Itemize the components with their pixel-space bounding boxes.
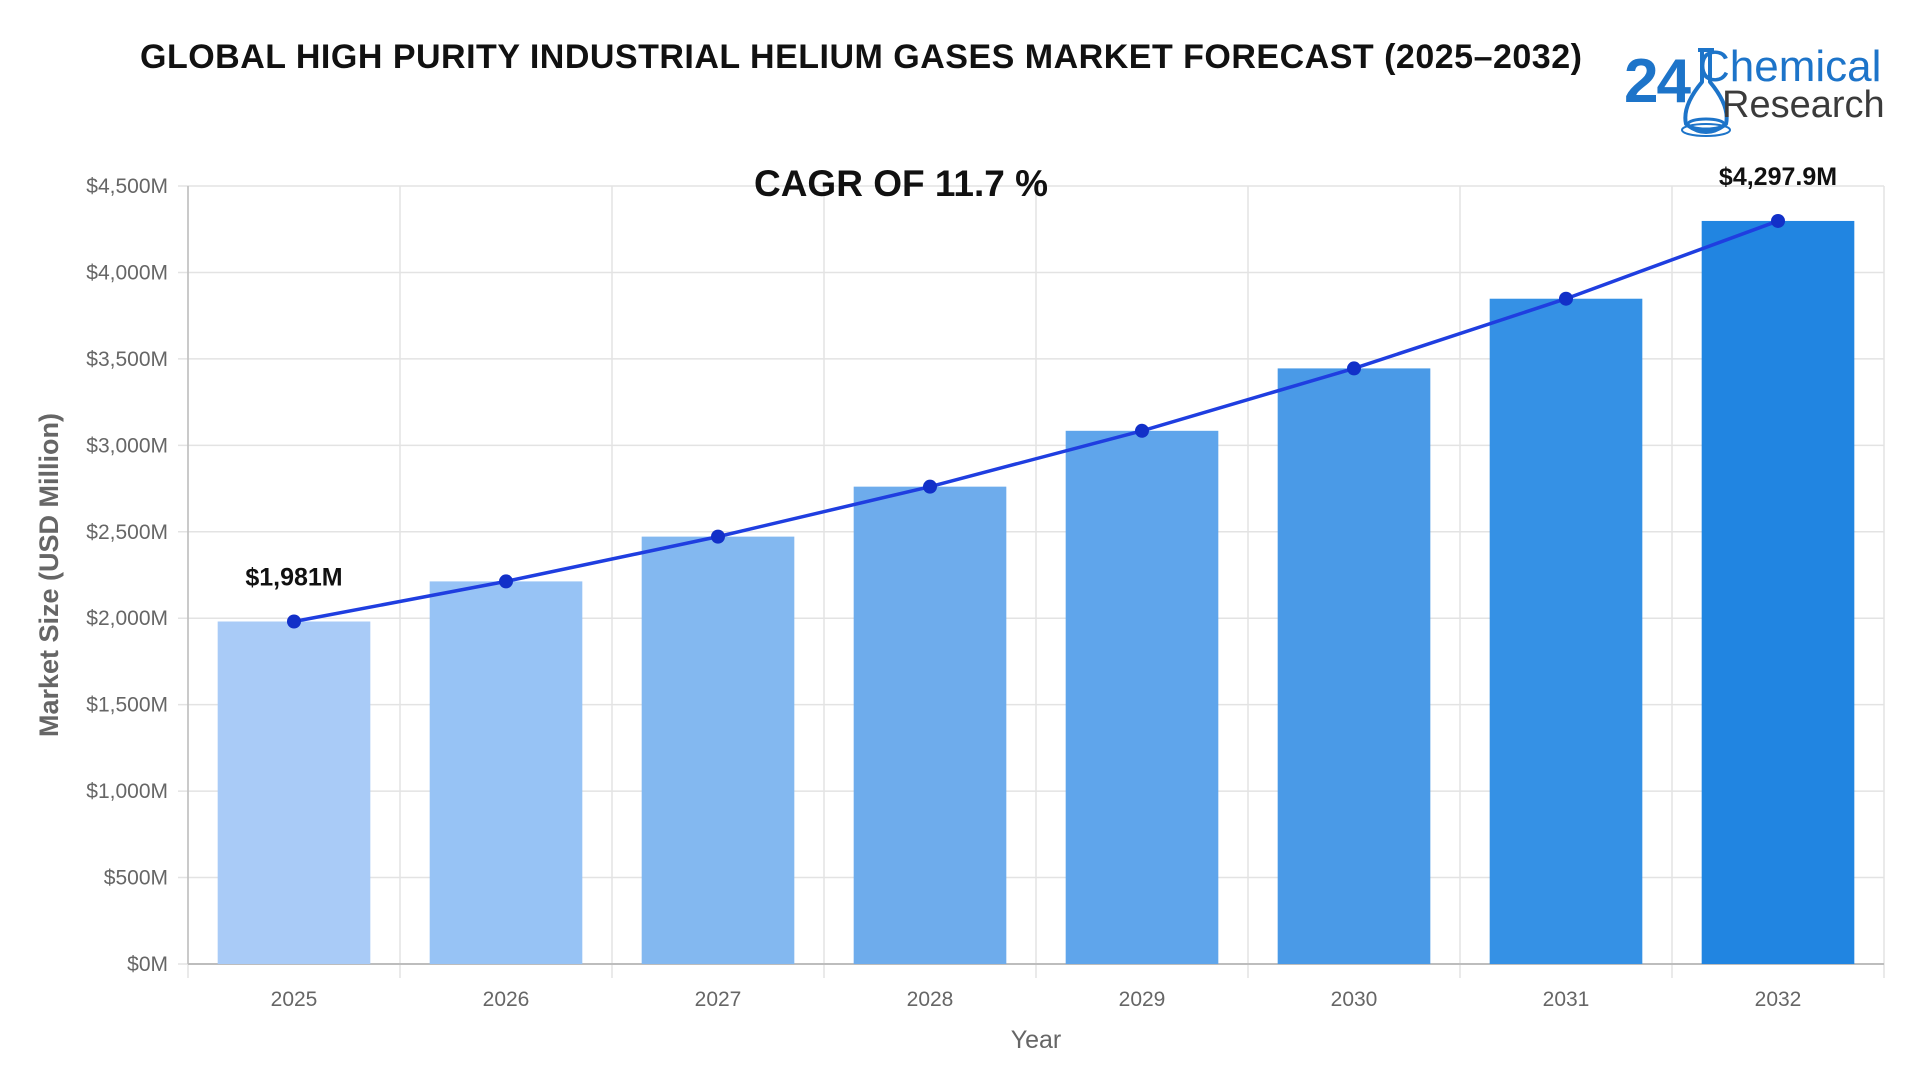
bar-2027 [641,536,795,964]
logo-word-chemical: Chemical [1698,42,1882,91]
x-tick-label: 2031 [1543,988,1590,1011]
x-tick-label: 2030 [1331,988,1378,1011]
bar-2026 [429,581,583,964]
y-tick-label: $500M [104,867,168,890]
trend-point-2031 [1559,291,1573,306]
y-tick-label: $4,500M [86,175,168,198]
bar-2031 [1489,298,1643,965]
logo-word-research: Research [1722,84,1885,126]
y-tick-label: $1,000M [86,780,168,803]
y-tick-label: $2,500M [86,521,168,544]
company-logo: 24 Chemical Research [1618,40,1888,140]
x-tick-label: 2028 [907,988,954,1011]
data-label-2032: $4,297.9M [1719,163,1837,191]
logo-number: 24 [1624,47,1691,116]
y-tick-label: $4,000M [86,261,168,284]
bar-2028 [853,486,1007,964]
y-tick-label: $3,000M [86,434,168,457]
y-tick-label: $1,500M [86,694,168,717]
flask-icon [1681,48,1731,137]
trend-point-2032 [1771,213,1785,228]
x-tick-label: 2026 [483,988,530,1011]
trend-point-2026 [499,574,513,589]
x-tick-label: 2027 [695,988,742,1011]
data-label-2025: $1,981M [245,564,342,592]
trend-point-2029 [1135,423,1149,438]
trend-line [293,219,1779,624]
x-tick-label: 2025 [271,988,318,1011]
x-tick-label: 2032 [1755,988,1802,1011]
bar-2032 [1701,220,1855,964]
bar-2025 [217,621,371,964]
trend-point-2028 [923,479,937,494]
cagr-annotation: CAGR OF 11.7 % [754,163,1048,204]
bar-2030 [1277,368,1431,964]
bar-2029 [1065,430,1219,964]
chart-title: GLOBAL HIGH PURITY INDUSTRIAL HELIUM GAS… [140,38,1583,76]
trend-point-2025 [287,614,301,629]
y-tick-label: $2,000M [86,607,168,630]
y-tick-label: $3,500M [86,348,168,371]
y-tick-label: $0M [127,953,168,976]
x-tick-label: 2029 [1119,988,1166,1011]
y-axis-title: Market Size (USD Million) [34,413,64,737]
trend-point-2030 [1347,361,1361,376]
x-axis-title: Year [1011,1026,1062,1054]
trend-point-2027 [711,529,725,544]
